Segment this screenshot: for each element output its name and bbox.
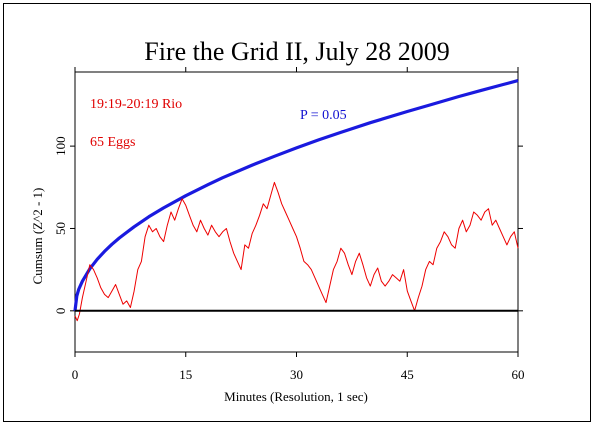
x-tick-label: 0 [72,367,79,382]
x-tick-label: 15 [179,367,192,382]
time-range-annotation: 19:19-20:19 Rio [90,97,182,112]
p-value-annotation: P = 0.05 [300,108,347,123]
x-tick-label: 45 [401,367,414,382]
x-tick-label: 30 [290,367,303,382]
x-axis-label: Minutes (Resolution, 1 sec) [224,389,368,404]
eggs-count-annotation: 65 Eggs [90,135,136,150]
chart-title: Fire the Grid II, July 28 2009 [144,37,449,66]
p-value-envelope-line [73,79,519,311]
y-axis-label: Cumsum (Z^2 - 1) [30,188,45,285]
axis-ticks: 0 15 30 45 60 0 50 100 [53,67,525,382]
cumsum-trace-line [74,181,519,322]
y-tick-label: 50 [53,222,68,235]
x-tick-label: 60 [512,367,525,382]
y-tick-label: 0 [53,308,68,315]
series-layer [73,79,519,322]
y-tick-label: 100 [53,136,68,156]
